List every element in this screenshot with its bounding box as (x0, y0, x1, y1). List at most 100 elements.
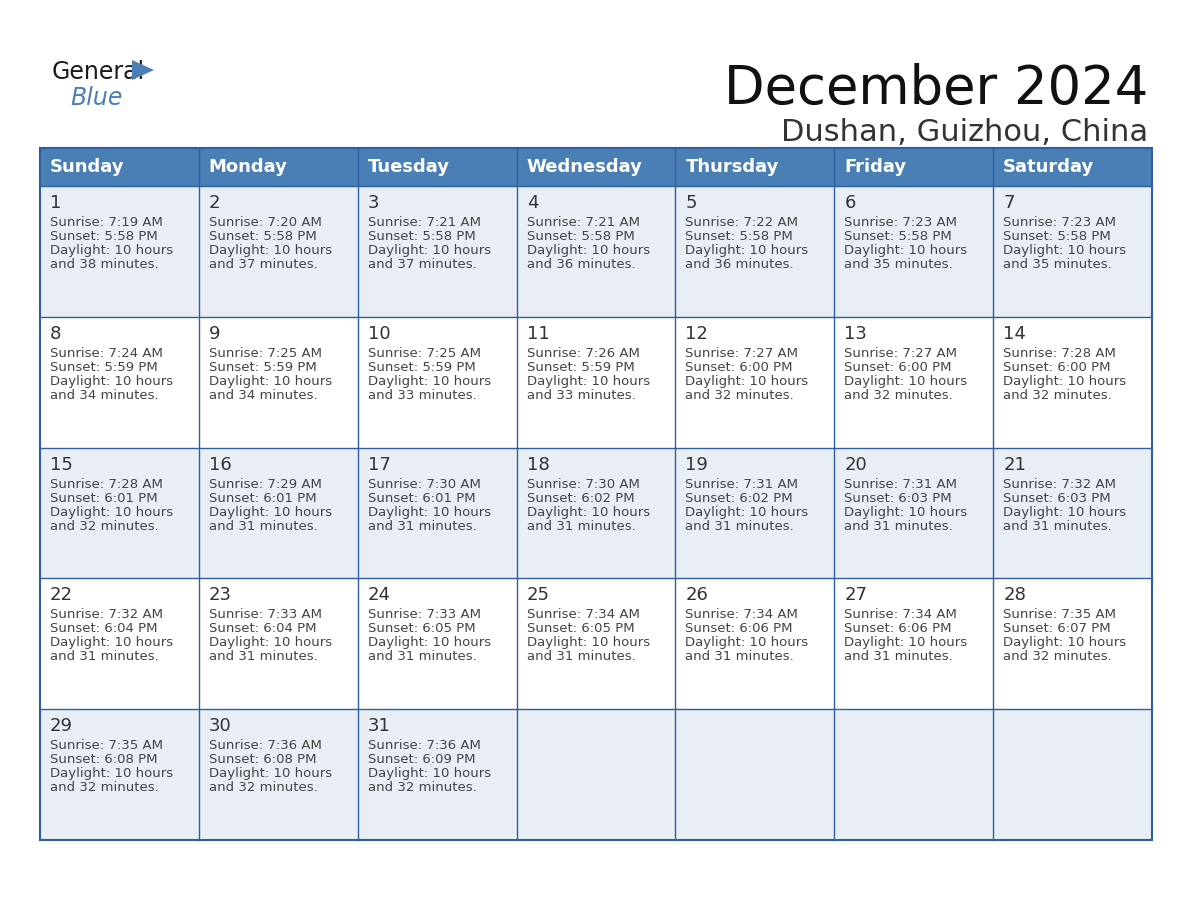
Text: and 32 minutes.: and 32 minutes. (1003, 650, 1112, 664)
Text: Sunrise: 7:34 AM: Sunrise: 7:34 AM (845, 609, 958, 621)
Text: Daylight: 10 hours: Daylight: 10 hours (685, 506, 809, 519)
Text: Sunset: 6:04 PM: Sunset: 6:04 PM (209, 622, 316, 635)
Text: Sunset: 6:03 PM: Sunset: 6:03 PM (1003, 492, 1111, 505)
Text: Daylight: 10 hours: Daylight: 10 hours (368, 506, 491, 519)
Text: 21: 21 (1003, 455, 1026, 474)
Text: Daylight: 10 hours: Daylight: 10 hours (685, 244, 809, 257)
Text: Daylight: 10 hours: Daylight: 10 hours (209, 375, 331, 387)
Text: Sunrise: 7:33 AM: Sunrise: 7:33 AM (209, 609, 322, 621)
Text: Sunset: 6:08 PM: Sunset: 6:08 PM (209, 753, 316, 767)
Text: and 32 minutes.: and 32 minutes. (50, 781, 159, 794)
Text: and 32 minutes.: and 32 minutes. (368, 781, 476, 794)
Text: Sunset: 6:08 PM: Sunset: 6:08 PM (50, 753, 158, 767)
Text: 10: 10 (368, 325, 391, 342)
Text: Sunset: 6:07 PM: Sunset: 6:07 PM (1003, 622, 1111, 635)
Text: and 33 minutes.: and 33 minutes. (526, 389, 636, 402)
Text: Sunrise: 7:28 AM: Sunrise: 7:28 AM (1003, 347, 1116, 360)
Text: 31: 31 (368, 717, 391, 735)
Text: and 31 minutes.: and 31 minutes. (209, 650, 317, 664)
Text: 5: 5 (685, 194, 697, 212)
Text: 29: 29 (50, 717, 72, 735)
Text: Sunrise: 7:36 AM: Sunrise: 7:36 AM (368, 739, 481, 752)
Text: Sunset: 6:06 PM: Sunset: 6:06 PM (845, 622, 952, 635)
Bar (40, 186, 1152, 317)
Text: and 31 minutes.: and 31 minutes. (845, 650, 953, 664)
Text: Sunset: 6:05 PM: Sunset: 6:05 PM (526, 622, 634, 635)
Text: 9: 9 (209, 325, 220, 342)
Text: Sunset: 6:03 PM: Sunset: 6:03 PM (845, 492, 952, 505)
Text: Dushan, Guizhou, China: Dushan, Guizhou, China (781, 118, 1148, 147)
Polygon shape (132, 60, 154, 80)
Text: 12: 12 (685, 325, 708, 342)
Bar (40, 317, 1152, 448)
Text: and 35 minutes.: and 35 minutes. (1003, 258, 1112, 271)
Text: 6: 6 (845, 194, 855, 212)
Text: Daylight: 10 hours: Daylight: 10 hours (1003, 506, 1126, 519)
Text: 26: 26 (685, 587, 708, 604)
Text: General: General (52, 60, 145, 84)
Text: and 32 minutes.: and 32 minutes. (1003, 389, 1112, 402)
Text: Daylight: 10 hours: Daylight: 10 hours (368, 636, 491, 649)
Text: Sunrise: 7:23 AM: Sunrise: 7:23 AM (1003, 216, 1117, 229)
Text: and 34 minutes.: and 34 minutes. (50, 389, 159, 402)
Text: and 34 minutes.: and 34 minutes. (209, 389, 317, 402)
Text: Sunset: 6:05 PM: Sunset: 6:05 PM (368, 622, 475, 635)
Text: Sunset: 5:59 PM: Sunset: 5:59 PM (368, 361, 475, 374)
Text: 20: 20 (845, 455, 867, 474)
Text: Sunrise: 7:27 AM: Sunrise: 7:27 AM (845, 347, 958, 360)
Text: Daylight: 10 hours: Daylight: 10 hours (845, 375, 967, 387)
Text: Daylight: 10 hours: Daylight: 10 hours (50, 636, 173, 649)
Text: 14: 14 (1003, 325, 1026, 342)
Text: Friday: Friday (845, 158, 906, 176)
Text: Sunrise: 7:28 AM: Sunrise: 7:28 AM (50, 477, 163, 490)
Text: and 35 minutes.: and 35 minutes. (845, 258, 953, 271)
Text: Daylight: 10 hours: Daylight: 10 hours (368, 767, 491, 780)
Text: Tuesday: Tuesday (368, 158, 450, 176)
Text: 19: 19 (685, 455, 708, 474)
Text: and 31 minutes.: and 31 minutes. (50, 650, 159, 664)
Text: and 31 minutes.: and 31 minutes. (526, 650, 636, 664)
Text: Sunrise: 7:22 AM: Sunrise: 7:22 AM (685, 216, 798, 229)
Text: Daylight: 10 hours: Daylight: 10 hours (368, 244, 491, 257)
Text: Sunset: 5:59 PM: Sunset: 5:59 PM (209, 361, 317, 374)
Text: Sunset: 6:09 PM: Sunset: 6:09 PM (368, 753, 475, 767)
Text: and 31 minutes.: and 31 minutes. (209, 520, 317, 532)
Text: and 37 minutes.: and 37 minutes. (209, 258, 317, 271)
Bar (40, 578, 1152, 710)
Text: Sunrise: 7:32 AM: Sunrise: 7:32 AM (1003, 477, 1117, 490)
Text: Daylight: 10 hours: Daylight: 10 hours (1003, 375, 1126, 387)
Text: Daylight: 10 hours: Daylight: 10 hours (209, 244, 331, 257)
Text: Sunrise: 7:25 AM: Sunrise: 7:25 AM (368, 347, 481, 360)
Text: Sunrise: 7:27 AM: Sunrise: 7:27 AM (685, 347, 798, 360)
Text: Sunrise: 7:31 AM: Sunrise: 7:31 AM (685, 477, 798, 490)
Text: and 36 minutes.: and 36 minutes. (685, 258, 794, 271)
Text: Sunrise: 7:29 AM: Sunrise: 7:29 AM (209, 477, 322, 490)
Text: Daylight: 10 hours: Daylight: 10 hours (685, 375, 809, 387)
Text: Sunset: 5:58 PM: Sunset: 5:58 PM (209, 230, 317, 243)
Text: Daylight: 10 hours: Daylight: 10 hours (845, 244, 967, 257)
Text: and 31 minutes.: and 31 minutes. (685, 650, 795, 664)
Text: Sunrise: 7:19 AM: Sunrise: 7:19 AM (50, 216, 163, 229)
Text: Sunset: 5:58 PM: Sunset: 5:58 PM (845, 230, 952, 243)
Text: Sunset: 6:01 PM: Sunset: 6:01 PM (50, 492, 158, 505)
Bar (40, 148, 1152, 840)
Text: and 31 minutes.: and 31 minutes. (368, 650, 476, 664)
Text: Sunrise: 7:35 AM: Sunrise: 7:35 AM (50, 739, 163, 752)
Text: Sunset: 6:02 PM: Sunset: 6:02 PM (685, 492, 794, 505)
Text: Daylight: 10 hours: Daylight: 10 hours (368, 375, 491, 387)
Text: Sunset: 6:01 PM: Sunset: 6:01 PM (368, 492, 475, 505)
Text: Sunset: 5:58 PM: Sunset: 5:58 PM (685, 230, 794, 243)
Text: Sunrise: 7:20 AM: Sunrise: 7:20 AM (209, 216, 322, 229)
Text: Daylight: 10 hours: Daylight: 10 hours (50, 506, 173, 519)
Text: 24: 24 (368, 587, 391, 604)
Text: Daylight: 10 hours: Daylight: 10 hours (50, 375, 173, 387)
Text: Sunrise: 7:32 AM: Sunrise: 7:32 AM (50, 609, 163, 621)
Text: Sunset: 6:00 PM: Sunset: 6:00 PM (685, 361, 792, 374)
Text: Monday: Monday (209, 158, 287, 176)
Text: Daylight: 10 hours: Daylight: 10 hours (209, 636, 331, 649)
Text: 13: 13 (845, 325, 867, 342)
Text: 7: 7 (1003, 194, 1015, 212)
Text: 22: 22 (50, 587, 72, 604)
Text: Sunrise: 7:25 AM: Sunrise: 7:25 AM (209, 347, 322, 360)
Text: Daylight: 10 hours: Daylight: 10 hours (526, 375, 650, 387)
